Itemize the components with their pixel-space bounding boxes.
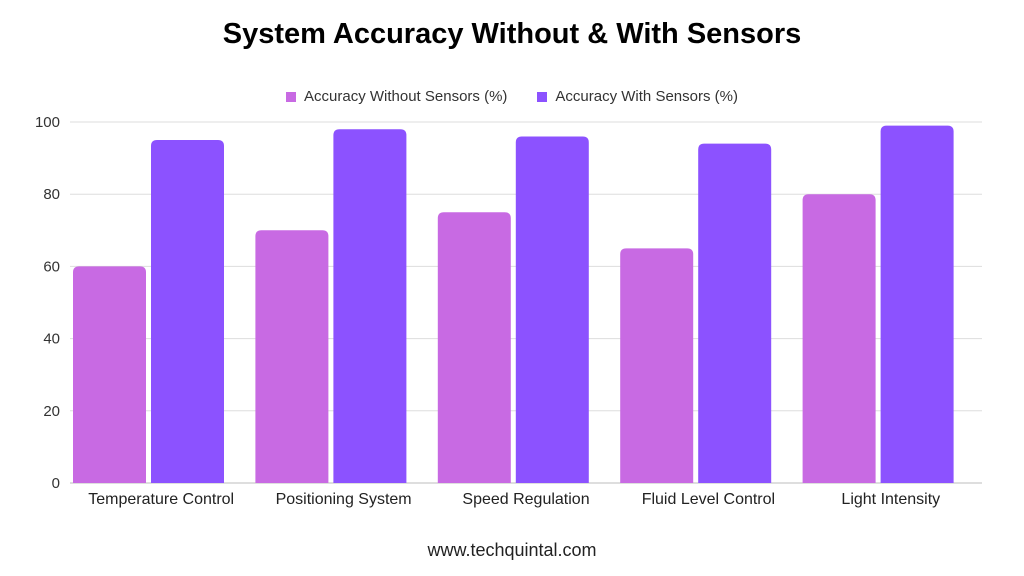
x-tick-label: Temperature Control [88,491,234,508]
y-tick-label: 20 [43,403,60,420]
bar-without-sensors [620,248,694,483]
bar-without-sensors [437,212,511,483]
x-tick-label: Light Intensity [841,491,940,508]
y-tick-label: 100 [35,114,60,131]
legend-label-without: Accuracy Without Sensors (%) [304,88,508,105]
x-tick-label: Fluid Level Control [642,491,775,508]
y-tick-label: 60 [43,258,60,275]
legend-item-without: Accuracy Without Sensors (%) [286,88,507,105]
bar-with-sensors [698,143,772,483]
bar-with-sensors [515,136,589,483]
bar-without-sensors [802,194,876,483]
bar-with-sensors [333,129,407,483]
x-tick-label: Positioning System [276,491,412,508]
legend-label-with: Accuracy With Sensors (%) [555,88,738,105]
bar-with-sensors [151,140,224,484]
legend-swatch-without [286,91,297,102]
bar-without-sensors [73,266,146,483]
legend-swatch-with [537,91,548,102]
legend: Accuracy Without Sensors (%) Accuracy Wi… [0,88,1024,105]
x-tick-label: Speed Regulation [462,491,589,508]
footer-url: www.techquintal.com [427,540,597,560]
chart-title: System Accuracy Without & With Sensors [222,18,802,50]
bar-with-sensors [880,125,954,484]
y-tick-label: 80 [43,186,60,203]
legend-item-with: Accuracy With Sensors (%) [537,88,738,105]
bar-without-sensors [255,230,329,483]
y-tick-label: 0 [52,475,60,492]
y-tick-label: 40 [43,331,60,348]
